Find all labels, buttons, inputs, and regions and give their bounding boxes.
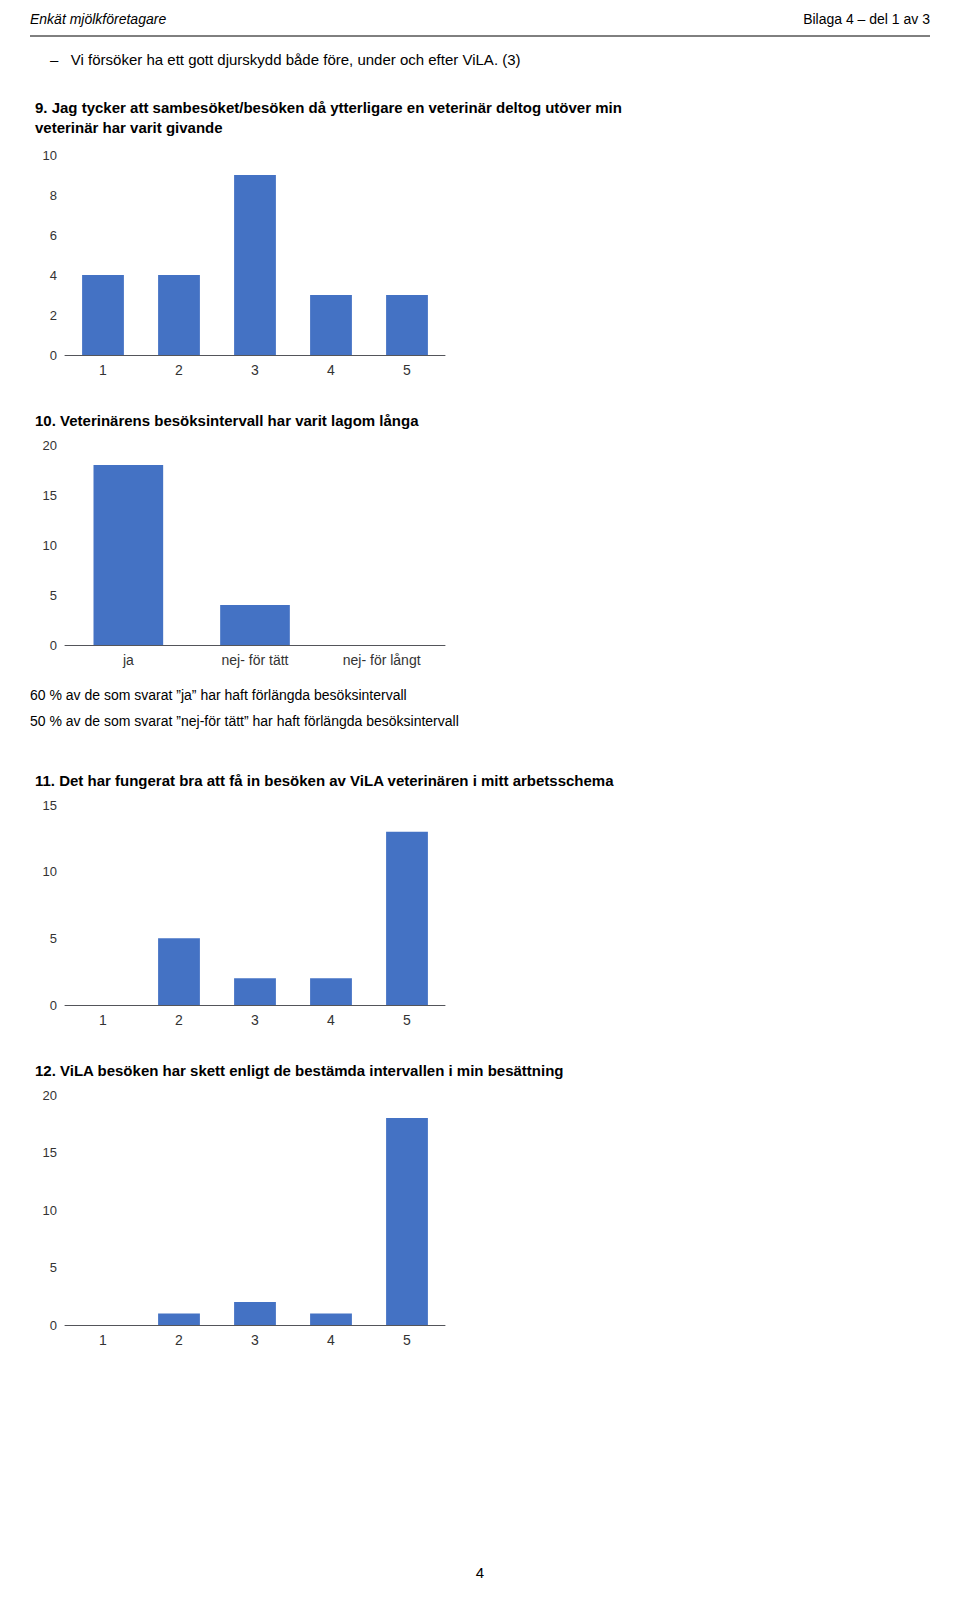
svg-text:10: 10 [43,864,57,879]
svg-text:veterinär har varit givande: veterinär har varit givande [35,119,223,136]
svg-text:15: 15 [43,798,57,813]
svg-text:4: 4 [327,1012,335,1028]
svg-text:0: 0 [50,348,57,363]
svg-text:15: 15 [43,488,57,503]
svg-text:5: 5 [403,1332,411,1348]
svg-text:11. Det har fungerat bra att f: 11. Det har fungerat bra att få in besök… [35,772,614,789]
svg-text:ja: ja [122,652,134,668]
svg-text:15: 15 [43,1145,57,1160]
svg-text:8: 8 [50,188,57,203]
svg-text:1: 1 [99,1012,107,1028]
svg-text:5: 5 [50,1260,57,1275]
svg-text:Enkät mjölkföretagare: Enkät mjölkföretagare [30,11,166,27]
svg-text:1: 1 [99,1332,107,1348]
svg-text:5: 5 [50,931,57,946]
svg-text:nej- för långt: nej- för långt [343,652,421,668]
svg-text:6: 6 [50,228,57,243]
svg-text:50 % av de som svarat ”nej-för: 50 % av de som svarat ”nej-för tätt” har… [30,713,459,729]
svg-text:4: 4 [476,1564,484,1581]
svg-text:4: 4 [327,362,335,378]
svg-text:5: 5 [403,1012,411,1028]
svg-text:3: 3 [251,362,259,378]
svg-text:9. Jag tycker att sambesöket/b: 9. Jag tycker att sambesöket/besöken då … [35,99,622,116]
svg-text:4: 4 [327,1332,335,1348]
svg-text:10: 10 [43,1203,57,1218]
svg-text:4: 4 [50,268,57,283]
svg-text:Bilaga 4 – del 1 av 3: Bilaga 4 – del 1 av 3 [803,11,930,27]
svg-text:3: 3 [251,1332,259,1348]
svg-text:12. ViLA besöken har skett enl: 12. ViLA besöken har skett enligt de bes… [35,1062,563,1079]
svg-text:20: 20 [43,1088,57,1103]
svg-text:5: 5 [50,588,57,603]
svg-text:2: 2 [175,1012,183,1028]
svg-text:nej- för tätt: nej- för tätt [222,652,289,668]
svg-text:1: 1 [99,362,107,378]
svg-text:10: 10 [43,538,57,553]
svg-text:60 % av de som svarat ”ja” har: 60 % av de som svarat ”ja” har haft förl… [30,687,407,703]
svg-text:0: 0 [50,1318,57,1333]
svg-text:2: 2 [50,308,57,323]
svg-text:20: 20 [43,438,57,453]
svg-text:2: 2 [175,1332,183,1348]
svg-text:10. Veterinärens besöksinterva: 10. Veterinärens besöksintervall har var… [35,412,419,429]
svg-text:0: 0 [50,638,57,653]
svg-text:– Vi försöker ha ett gott dj: – Vi försöker ha ett gott djurskydd både… [50,51,521,68]
svg-text:10: 10 [43,148,57,163]
svg-text:2: 2 [175,362,183,378]
svg-text:0: 0 [50,998,57,1013]
svg-text:3: 3 [251,1012,259,1028]
svg-text:5: 5 [403,362,411,378]
